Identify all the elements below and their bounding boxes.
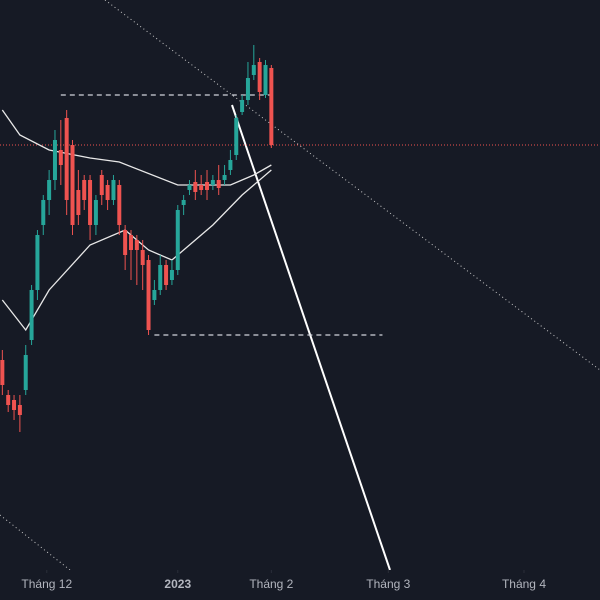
candle-body [187,185,192,190]
candle-body [257,62,262,92]
ma-line [1,109,272,186]
x-tick-label: Tháng 2 [249,577,293,591]
candle-body [52,140,57,180]
candle-body [128,235,133,250]
candle-body [76,190,81,215]
candle-body [240,100,245,112]
drawn-line [231,104,391,571]
candle-body [228,160,233,170]
candle-body [222,175,227,180]
candle-body [117,185,122,225]
candle-body [111,180,116,200]
candle-body [93,200,98,225]
candle-body [263,65,268,95]
candle-body [58,150,63,165]
candle-body [169,270,174,280]
candle-body [99,175,104,195]
candle-body [234,118,239,155]
candle-body [245,78,250,100]
candle-body [152,290,157,300]
candle-body [123,230,128,255]
candle-body [134,240,139,250]
candle-body [205,182,210,190]
x-tick-label: Tháng 3 [366,577,410,591]
trend-line [0,514,71,571]
x-tick-label: 2023 [164,577,191,591]
candle-body [0,360,5,385]
candle-body [251,65,256,75]
candle-body [82,180,87,200]
candle-body [216,180,221,188]
candle-body [210,180,215,185]
candle-body [41,200,46,225]
x-tick-label: Tháng 12 [21,577,72,591]
candle-body [199,185,204,190]
candle-body [105,185,110,200]
candle-body [35,235,40,290]
candle-body [88,180,93,225]
candle-body [181,200,186,205]
candle-body [175,210,180,270]
candle-body [158,265,163,290]
x-axis-bar [0,570,600,600]
candle-body [6,395,11,405]
candle-body [70,145,75,225]
candle-body [17,405,22,415]
candle-body [146,260,151,330]
candle-body [12,400,17,410]
candle-body [140,250,145,265]
candle-body [64,118,69,200]
x-tick-label: Tháng 4 [502,577,546,591]
candle-body [29,290,34,340]
candle-body [269,68,274,145]
candle-body [193,182,198,192]
candle-body [47,180,52,200]
candle-body [164,265,169,285]
candle-body [23,355,28,390]
